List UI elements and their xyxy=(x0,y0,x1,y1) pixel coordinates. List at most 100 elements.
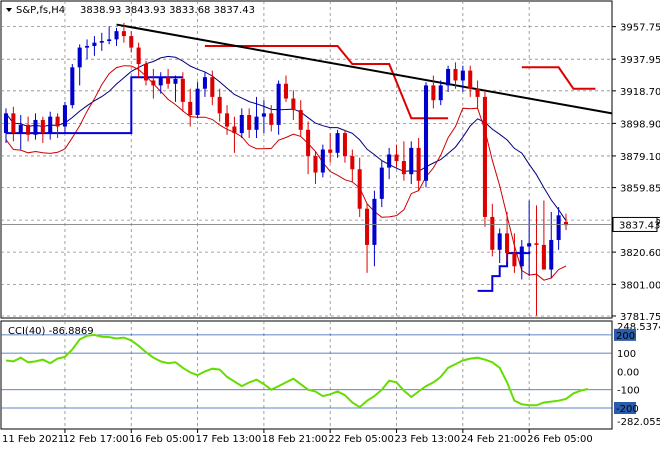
candle-body xyxy=(18,124,23,134)
candle-body xyxy=(77,47,82,68)
candle-body xyxy=(409,147,414,175)
cci-tick-label: 100 xyxy=(617,349,636,360)
price-panel-frame xyxy=(0,0,613,319)
candle-body xyxy=(62,105,67,127)
candle-body xyxy=(350,156,355,170)
candle-body xyxy=(497,233,502,250)
candle-body xyxy=(416,147,421,181)
candle-body xyxy=(541,244,546,270)
candle-body xyxy=(446,68,451,86)
candle-body xyxy=(33,119,38,135)
candle-body xyxy=(534,243,539,245)
candle-body xyxy=(401,161,406,175)
candle-body xyxy=(490,216,495,250)
candle-body xyxy=(512,253,517,267)
candle-body xyxy=(379,167,384,199)
candle-body xyxy=(129,36,134,48)
candle-body xyxy=(269,113,274,125)
candle-body xyxy=(556,215,561,240)
time-tick-label: 17 Feb 13:00 xyxy=(196,434,262,445)
candle-body xyxy=(232,126,237,134)
candle-body xyxy=(283,83,289,99)
candle-body xyxy=(482,96,487,217)
candle-body xyxy=(180,78,185,102)
indicator-panel-frame xyxy=(0,320,613,430)
candle-body xyxy=(394,154,399,162)
candle-body xyxy=(85,45,90,48)
slow-moving-average-line xyxy=(5,55,567,221)
cci-level-badge xyxy=(614,328,636,341)
candle-body xyxy=(438,85,443,101)
fast-moving-average-line xyxy=(5,65,567,281)
time-tick-label: 22 Feb 05:00 xyxy=(328,434,394,445)
ohlc-readout: 3838.93 3843.93 3833.68 3837.43 xyxy=(80,5,255,16)
candle-body xyxy=(460,70,465,81)
cci-level-badge xyxy=(614,401,636,414)
price-overlays xyxy=(5,23,613,292)
candle-body xyxy=(291,98,296,111)
candle-body xyxy=(254,116,259,130)
cci-tick-label: -100 xyxy=(617,386,640,397)
candle-body xyxy=(475,88,480,97)
cci-tick-label: 0.00 xyxy=(617,367,639,378)
candle-body xyxy=(151,80,156,86)
trailing-stop-high-line xyxy=(521,66,596,90)
candle-body xyxy=(210,77,215,97)
candle-body xyxy=(11,113,16,134)
cci-tick-label: -282.0558 xyxy=(617,417,660,428)
candle-body xyxy=(166,77,171,84)
candle-body xyxy=(431,85,436,101)
cci-tick-label: 200 xyxy=(616,331,635,342)
candle-body xyxy=(188,101,193,116)
candle-body xyxy=(3,113,9,134)
candle-body xyxy=(239,115,244,134)
price-tick-label: 3879.10 xyxy=(620,152,660,163)
candle-body xyxy=(372,198,377,245)
candle-body xyxy=(107,39,112,42)
candle-body xyxy=(136,47,141,65)
price-tick-label: 3918.70 xyxy=(620,87,660,98)
candle-body xyxy=(217,96,222,114)
candle-body xyxy=(328,149,333,153)
candle-body xyxy=(70,67,75,106)
candle-body xyxy=(40,119,45,134)
candle-body xyxy=(173,78,178,84)
candle-body xyxy=(202,77,207,89)
chart-symbol: S&P,fs,H4 xyxy=(16,5,65,16)
candle-body xyxy=(261,113,266,117)
candle-body xyxy=(114,31,119,40)
trendline xyxy=(116,23,613,115)
candle-body xyxy=(195,88,200,116)
candles-group xyxy=(3,22,569,316)
candle-body xyxy=(247,115,252,130)
candle-body xyxy=(549,239,554,270)
time-tick-label: 26 Feb 05:00 xyxy=(527,434,593,445)
candle-body xyxy=(387,154,392,168)
cci-tick-label: -200 xyxy=(616,404,639,415)
candle-body xyxy=(519,246,524,267)
current-price-label: 3837.43 xyxy=(619,220,660,231)
price-tick-label: 3957.75 xyxy=(620,23,660,34)
price-tick-label: 3898.90 xyxy=(620,119,660,130)
candle-body xyxy=(99,41,104,43)
price-tick-label: 3937.95 xyxy=(620,55,660,66)
chart-menu-icon[interactable] xyxy=(6,8,12,12)
candle-body xyxy=(365,208,370,245)
candle-body xyxy=(423,85,429,181)
price-tick-label: 3820.60 xyxy=(620,248,660,259)
candle-body xyxy=(313,156,318,173)
candle-body xyxy=(121,31,126,37)
candle-body xyxy=(143,64,149,81)
trailing-stop-low-line xyxy=(6,76,183,135)
candle-body xyxy=(225,113,230,127)
candle-body xyxy=(298,110,303,130)
time-tick-label: 18 Feb 21:00 xyxy=(262,434,328,445)
time-tick-label: 11 Feb 2021 xyxy=(2,434,64,445)
time-tick-label: 23 Feb 13:00 xyxy=(395,434,461,445)
cci-layer xyxy=(5,333,589,409)
cci-line xyxy=(5,333,589,409)
